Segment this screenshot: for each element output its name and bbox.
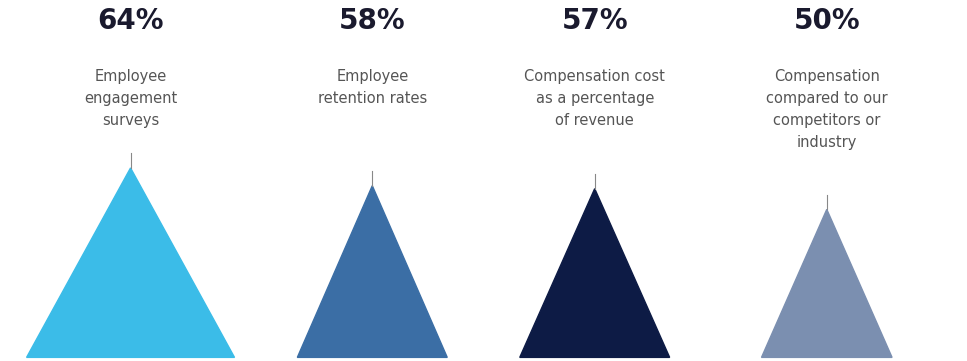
Polygon shape [762, 209, 893, 357]
Text: Employee
retention rates: Employee retention rates [318, 69, 426, 106]
Text: Employee
engagement
surveys: Employee engagement surveys [84, 69, 177, 128]
Text: 64%: 64% [98, 7, 163, 35]
Text: 50%: 50% [794, 7, 860, 35]
Text: 58%: 58% [339, 7, 405, 35]
Polygon shape [27, 168, 235, 357]
Text: Compensation
compared to our
competitors or
industry: Compensation compared to our competitors… [766, 69, 888, 150]
Polygon shape [520, 189, 670, 357]
Polygon shape [298, 186, 447, 357]
Text: 57%: 57% [562, 7, 628, 35]
Text: Compensation cost
as a percentage
of revenue: Compensation cost as a percentage of rev… [524, 69, 665, 128]
